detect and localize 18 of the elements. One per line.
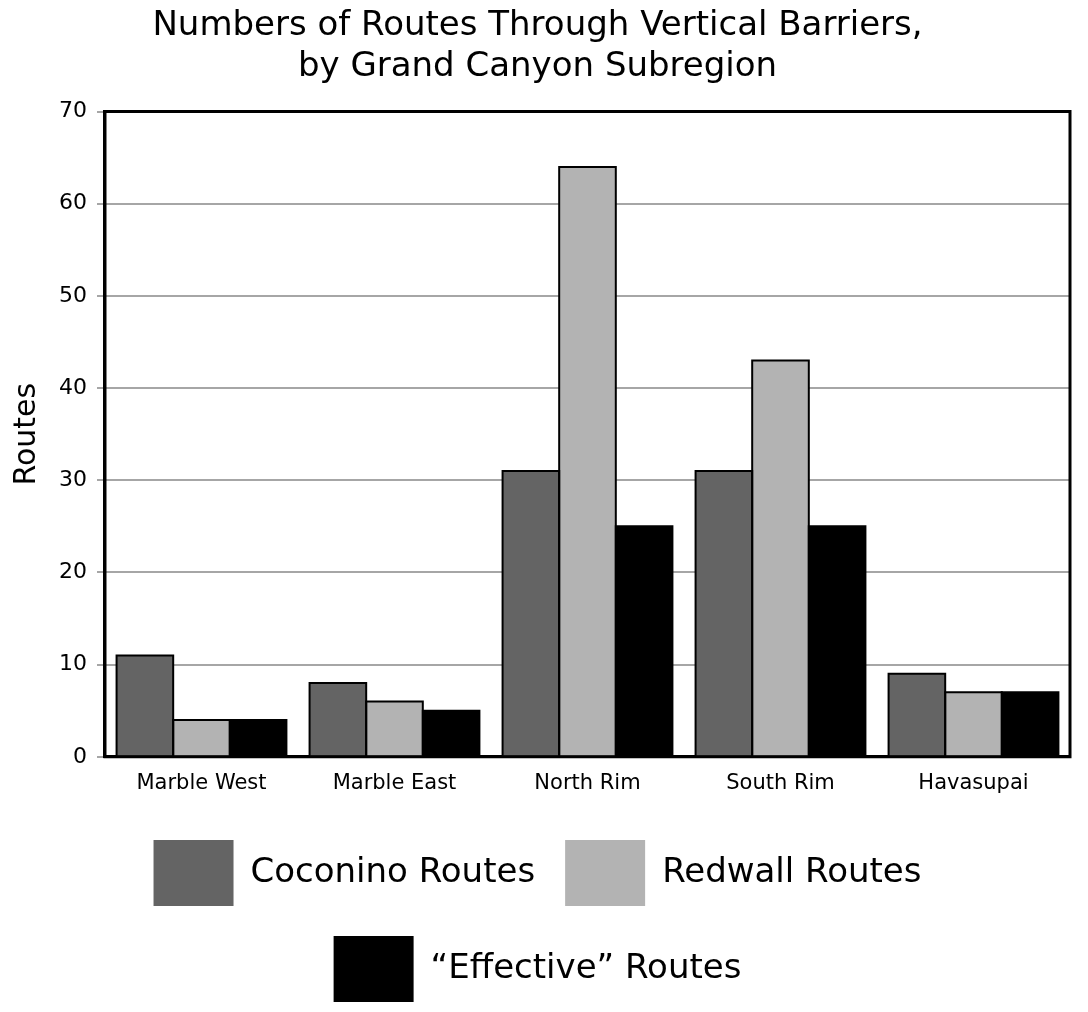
y-tick-label: 30 (58, 466, 87, 491)
y-tick-label: 0 (72, 742, 87, 768)
y-tick-label: 10 (58, 650, 87, 676)
legend-label: Redwall Routes (662, 849, 922, 890)
x-tick-label: North Rim (534, 769, 641, 794)
legend-label: “Effective” Routes (430, 945, 742, 986)
y-tick-label: 60 (58, 189, 87, 215)
y-tick-label: 70 (58, 97, 87, 123)
legend-label: Coconino Routes (250, 849, 536, 890)
chart-title: Numbers of Routes Through Vertical Barriers, by Grand Canyon Subregion (152, 3, 923, 85)
x-tick-label: Marble West (136, 769, 267, 794)
y-tick-label: 40 (58, 373, 87, 399)
x-tick-label: Marble East (332, 769, 457, 794)
y-axis-title: Routes (6, 382, 42, 486)
x-tick-label: Havasupai (918, 769, 1029, 794)
y-tick-label: 20 (58, 558, 87, 584)
x-tick-label: South Rim (726, 769, 835, 794)
y-tick-label: 50 (58, 281, 87, 307)
